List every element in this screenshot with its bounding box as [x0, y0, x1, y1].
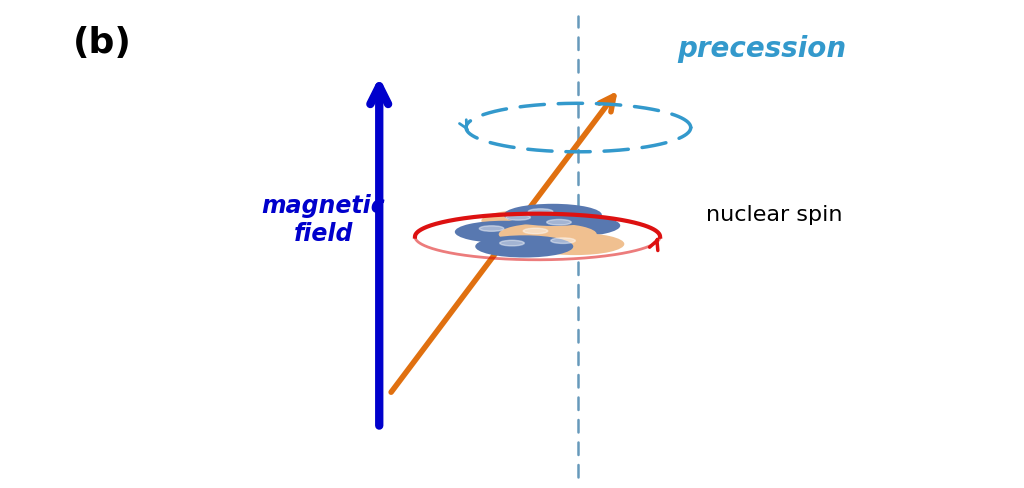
Ellipse shape [528, 209, 553, 214]
Ellipse shape [526, 233, 625, 255]
Ellipse shape [481, 210, 580, 232]
Ellipse shape [500, 240, 524, 246]
Ellipse shape [523, 228, 548, 234]
Ellipse shape [504, 204, 602, 226]
Text: precession: precession [678, 35, 847, 63]
Ellipse shape [522, 214, 621, 237]
Text: (b): (b) [73, 26, 132, 60]
Ellipse shape [547, 220, 571, 225]
Ellipse shape [551, 238, 575, 244]
Ellipse shape [475, 235, 573, 258]
Ellipse shape [506, 215, 530, 220]
Ellipse shape [455, 221, 553, 243]
Ellipse shape [479, 226, 504, 231]
Text: nuclear spin: nuclear spin [706, 205, 843, 225]
Ellipse shape [499, 223, 597, 245]
Text: magnetic
field: magnetic field [261, 194, 385, 245]
